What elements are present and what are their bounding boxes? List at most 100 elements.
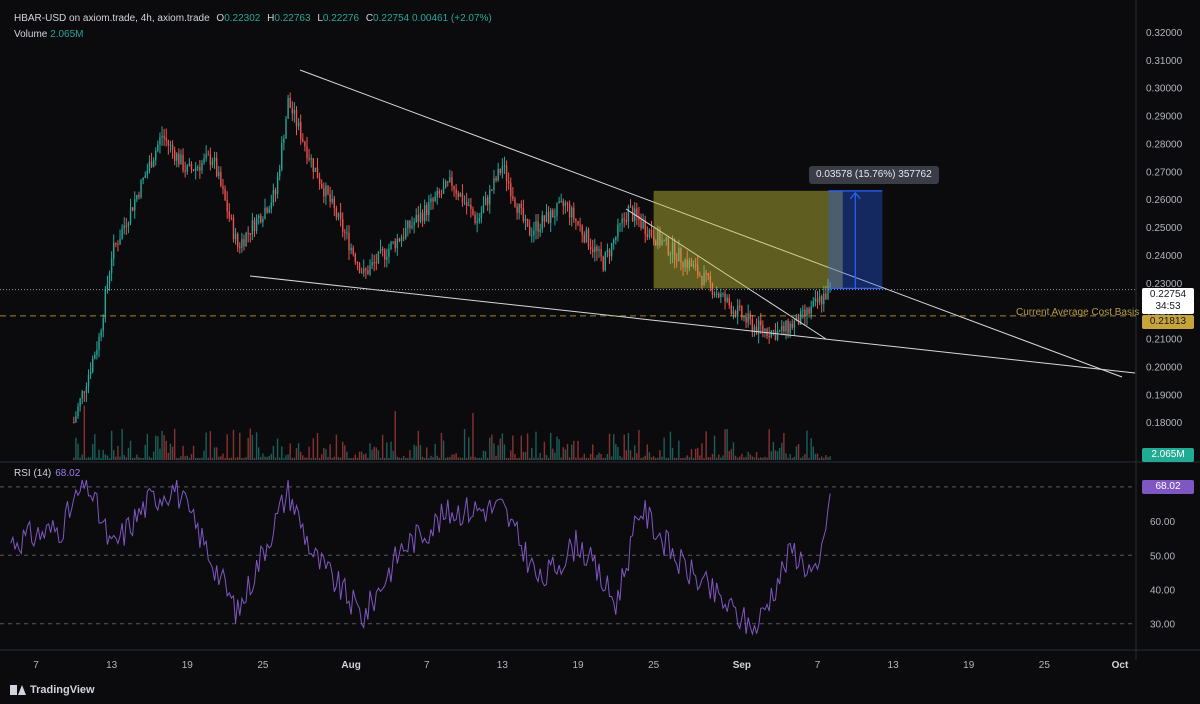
- time-tick-label: 25: [257, 660, 269, 671]
- volume-bar: [512, 435, 514, 460]
- volume-bar: [657, 457, 659, 460]
- candle-body: [127, 222, 130, 227]
- candle-body: [270, 202, 272, 209]
- volume-bar: [480, 457, 483, 460]
- volume-bar: [167, 452, 170, 460]
- volume-bar: [621, 457, 623, 460]
- candle-body: [184, 170, 186, 172]
- volume-bar: [278, 457, 281, 460]
- candle-body: [741, 306, 743, 318]
- candle-body: [350, 247, 352, 251]
- candle-body: [291, 107, 293, 114]
- volume-bar: [140, 458, 142, 460]
- candle-body: [707, 273, 709, 277]
- candle-body: [699, 274, 701, 277]
- candle-body: [676, 260, 678, 262]
- candle-body: [734, 311, 737, 317]
- candle-body: [640, 219, 642, 229]
- candle-body: [197, 167, 199, 169]
- candle-body: [554, 216, 556, 218]
- volume-bar: [486, 457, 489, 460]
- volume-tag: 2.065M: [1142, 448, 1194, 462]
- candle-body: [778, 330, 781, 332]
- candle-body: [566, 202, 569, 205]
- price-tick-label: 0.30000: [1146, 84, 1183, 95]
- volume-bar: [793, 456, 796, 460]
- volume-bar: [344, 445, 346, 460]
- volume-bar: [507, 457, 510, 460]
- volume-bar: [673, 457, 676, 460]
- volume-bar: [764, 456, 766, 460]
- volume-bar: [757, 457, 760, 460]
- volume-bar: [388, 457, 390, 460]
- time-tick-label: Sep: [733, 660, 751, 671]
- falling-wedge-upper-line: [299, 69, 1123, 378]
- volume-bar: [499, 438, 501, 460]
- volume-bar: [230, 457, 233, 460]
- volume-bar: [476, 458, 478, 460]
- candle-body: [371, 262, 373, 266]
- volume-bar: [510, 450, 512, 460]
- candle-body: [115, 242, 117, 245]
- candle-body: [631, 207, 634, 221]
- candle-body: [335, 208, 338, 218]
- candle-body: [411, 225, 413, 228]
- candle-body: [528, 226, 531, 236]
- candle-body: [257, 215, 260, 218]
- volume-bar: [266, 456, 268, 460]
- candle-body: [272, 190, 275, 203]
- volume-bar: [528, 457, 531, 460]
- candle-body: [203, 158, 205, 163]
- rsi-header[interactable]: RSI (14) 68.02: [14, 468, 80, 479]
- candle-body: [316, 167, 319, 179]
- candle-body: [447, 181, 449, 183]
- volume-bar: [75, 437, 77, 460]
- volume-bar: [772, 441, 775, 460]
- volume-bar: [199, 457, 201, 460]
- volume-bar: [774, 450, 777, 460]
- candle-body: [163, 135, 165, 139]
- volume-bar: [104, 454, 107, 460]
- symbol-title[interactable]: HBAR-USD on axiom.trade, 4h, axiom.trade: [14, 13, 210, 24]
- volume-bar: [178, 457, 180, 460]
- volume-bar: [699, 455, 701, 460]
- volume-bar: [81, 454, 83, 460]
- candle-body: [209, 154, 212, 165]
- candle-body: [785, 320, 787, 332]
- volume-bar: [83, 405, 86, 460]
- volume-bar: [739, 456, 741, 460]
- volume-bar: [108, 457, 111, 460]
- candle-body: [570, 207, 573, 218]
- candle-body: [659, 230, 661, 245]
- candle-body: [354, 254, 357, 263]
- time-tick-label: 13: [888, 660, 900, 671]
- volume-bar: [722, 455, 724, 460]
- volume-bar: [159, 448, 161, 460]
- volume-bar: [318, 457, 321, 460]
- volume-bar: [451, 454, 453, 460]
- candle-body: [339, 212, 342, 220]
- volume-bar: [592, 444, 594, 460]
- candle-body: [480, 212, 483, 219]
- bar-countdown-tag: 34:53: [1142, 300, 1194, 314]
- volume-label[interactable]: Volume: [14, 29, 48, 40]
- volume-bar: [489, 437, 491, 460]
- volume-bar: [459, 457, 462, 460]
- candle-body: [476, 221, 478, 223]
- volume-bar: [680, 457, 682, 460]
- candle-body: [421, 212, 424, 222]
- candle-body: [144, 175, 146, 178]
- volume-bar: [209, 431, 212, 460]
- candle-body: [516, 206, 518, 213]
- candle-body: [234, 233, 237, 240]
- volume-bar: [119, 456, 121, 460]
- brand[interactable]: TradingView: [10, 684, 95, 696]
- candle-body: [415, 215, 417, 223]
- low-value: 0.22276: [322, 13, 360, 24]
- volume-bar: [155, 435, 157, 460]
- open-label: O: [216, 13, 225, 24]
- rsi-line: [10, 479, 831, 636]
- volume-bar: [615, 444, 617, 460]
- candle-body: [306, 146, 308, 159]
